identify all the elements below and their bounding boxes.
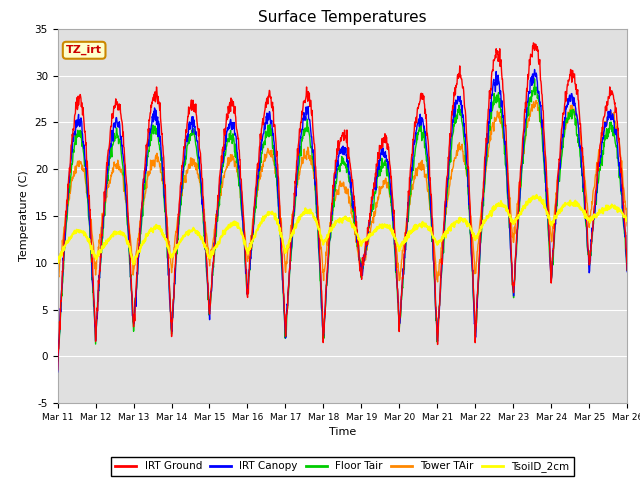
Tower TAir [431, 251, 438, 257]
TsoilD_2cm [431, 237, 439, 243]
Tower TAir [54, 282, 61, 288]
Line: Tower TAir: Tower TAir [58, 100, 627, 285]
Floor Tair [431, 286, 438, 291]
TsoilD_2cm [167, 253, 175, 259]
IRT Canopy [431, 283, 438, 288]
Tower TAir [532, 97, 540, 103]
Text: TZ_irt: TZ_irt [66, 45, 102, 55]
Floor Tair [180, 161, 188, 167]
Tower TAir [506, 189, 513, 194]
Floor Tair [623, 265, 631, 271]
TsoilD_2cm [129, 262, 137, 267]
IRT Canopy [623, 269, 631, 275]
IRT Ground [431, 274, 438, 279]
Line: Floor Tair: Floor Tair [58, 79, 627, 361]
Y-axis label: Temperature (C): Temperature (C) [19, 170, 29, 262]
Line: IRT Ground: IRT Ground [58, 43, 627, 370]
Title: Surface Temperatures: Surface Temperatures [258, 10, 427, 25]
IRT Ground [54, 367, 61, 372]
IRT Ground [244, 287, 252, 292]
Tower TAir [244, 254, 252, 260]
Tower TAir [623, 223, 631, 229]
TsoilD_2cm [244, 245, 252, 251]
IRT Canopy [531, 67, 538, 72]
IRT Canopy [54, 369, 61, 375]
Line: IRT Canopy: IRT Canopy [58, 70, 627, 372]
TsoilD_2cm [181, 232, 189, 238]
X-axis label: Time: Time [329, 428, 356, 437]
Floor Tair [556, 173, 564, 179]
IRT Ground [180, 145, 188, 151]
IRT Ground [623, 267, 631, 273]
Line: TsoilD_2cm: TsoilD_2cm [58, 195, 627, 264]
Tower TAir [180, 180, 188, 185]
Floor Tair [531, 76, 538, 82]
TsoilD_2cm [556, 208, 564, 214]
Floor Tair [244, 283, 252, 288]
IRT Ground [506, 198, 513, 204]
Legend: IRT Ground, IRT Canopy, Floor Tair, Tower TAir, TsoilD_2cm: IRT Ground, IRT Canopy, Floor Tair, Towe… [111, 457, 573, 476]
Tower TAir [166, 254, 174, 260]
IRT Ground [529, 40, 537, 46]
Floor Tair [54, 359, 61, 364]
TsoilD_2cm [506, 214, 513, 219]
TsoilD_2cm [623, 218, 631, 224]
TsoilD_2cm [54, 260, 61, 266]
Tower TAir [556, 164, 564, 169]
IRT Canopy [244, 281, 252, 287]
IRT Canopy [506, 215, 513, 220]
TsoilD_2cm [532, 192, 540, 198]
IRT Canopy [180, 157, 188, 163]
IRT Canopy [166, 309, 174, 314]
IRT Canopy [556, 166, 564, 171]
Floor Tair [506, 225, 513, 230]
IRT Ground [556, 155, 564, 160]
Floor Tair [166, 307, 174, 313]
IRT Ground [166, 305, 174, 311]
